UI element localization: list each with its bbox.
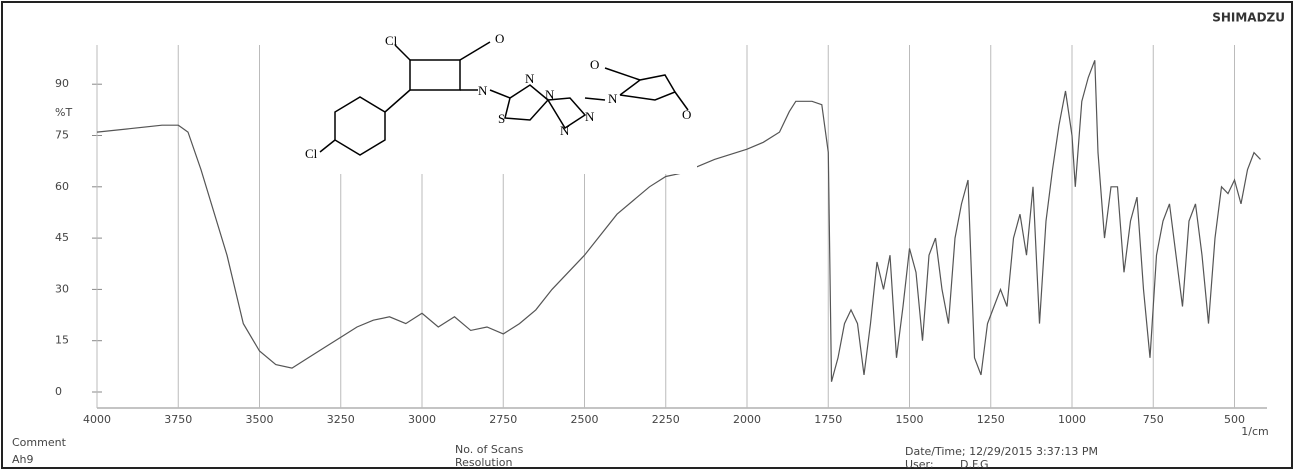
x-tick-label: 1500 (896, 413, 924, 426)
atom: O (682, 107, 691, 122)
structure-bonds (319, 41, 689, 156)
atom: N (585, 109, 595, 124)
comment-label: Comment (12, 436, 67, 449)
comment: Ah9 (12, 453, 34, 466)
x-tick-label: 1750 (814, 413, 842, 426)
y-label: %T (55, 106, 72, 119)
y-tick-label: 75 (55, 129, 69, 142)
y-tick-label: 60 (55, 180, 69, 193)
x-tick-label: 2000 (733, 413, 761, 426)
x-tick-label: 3750 (164, 413, 192, 426)
x-tick-label: 1250 (977, 413, 1005, 426)
atom: Cl (305, 146, 318, 161)
atom: N (545, 87, 555, 102)
spectrum-line (96, 60, 1261, 382)
x-tick-label: 3000 (408, 413, 436, 426)
atom: N (478, 83, 488, 98)
x-tick-label: 2500 (571, 413, 599, 426)
y-tick-label: 30 (55, 282, 69, 295)
x-tick-label: 500 (1224, 413, 1245, 426)
x-tick-label: 2750 (489, 413, 517, 426)
x-tick-label: 1000 (1058, 413, 1086, 426)
y-tick-label: 90 (55, 77, 69, 90)
y-tick-label: 45 (55, 231, 69, 244)
user: D.F.G (960, 458, 989, 470)
x-tick-label: 750 (1143, 413, 1164, 426)
y-tick-label: 15 (55, 334, 69, 347)
atom: N (560, 123, 570, 138)
atom: Cl (385, 33, 398, 48)
atom: O (495, 31, 504, 46)
x-unit: 1/cm (1241, 425, 1268, 438)
x-tick-label: 3500 (246, 413, 274, 426)
brand: SHIMADZU (1212, 11, 1285, 25)
scans-label: No. of Scans (455, 443, 524, 456)
user-label: User: (905, 458, 934, 470)
resolution-label: Resolution (455, 456, 513, 469)
atom: S (498, 111, 505, 126)
atom: N (608, 91, 618, 106)
atom: O (590, 57, 599, 72)
x-tick-label: 3250 (327, 413, 355, 426)
datetime: Date/Time; 12/29/2015 3:37:13 PM (905, 445, 1098, 458)
y-tick-label: 0 (55, 385, 62, 398)
structure: Cl O N N N S N N O N O Cl (305, 28, 697, 174)
x-tick-label: 2250 (652, 413, 680, 426)
atom: N (525, 71, 535, 86)
x-tick-label: 4000 (83, 413, 111, 426)
